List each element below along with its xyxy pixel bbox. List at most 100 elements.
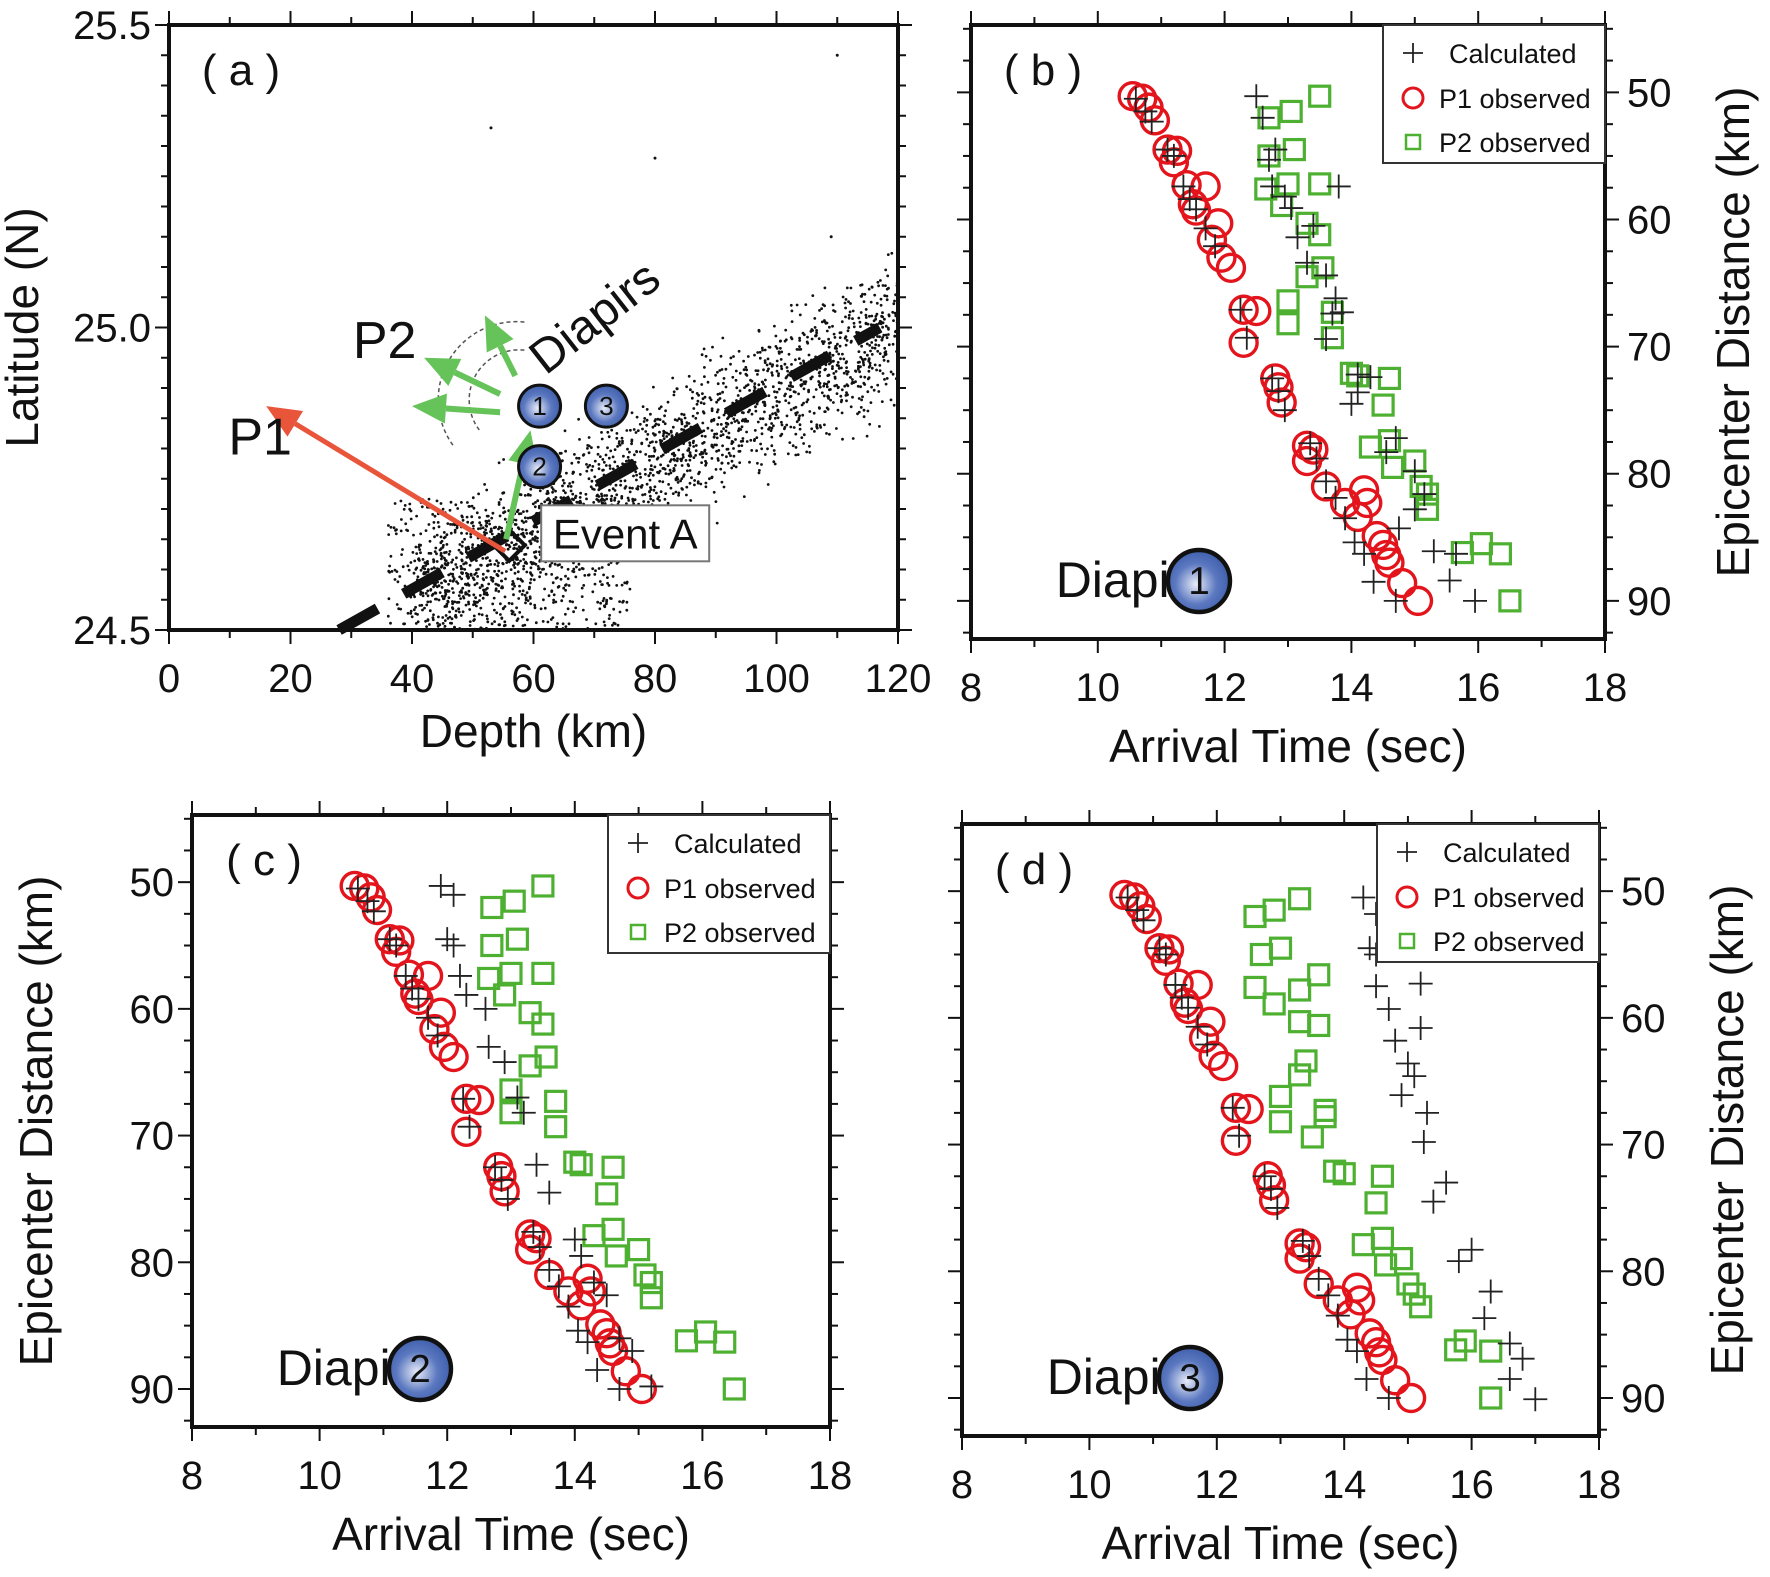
seismicity-dot	[884, 350, 888, 354]
seismicity-dot	[780, 420, 783, 424]
seismicity-dot	[766, 483, 770, 486]
seismicity-dot	[469, 574, 473, 577]
calculated-point	[1345, 380, 1370, 405]
seismicity-dot	[808, 410, 812, 413]
seismicity-dot	[444, 559, 448, 563]
seismicity-dot	[575, 565, 578, 569]
seismicity-dot	[867, 369, 871, 373]
calculated-point	[1279, 196, 1304, 221]
seismicity-dot	[700, 434, 704, 438]
p2-observed-point	[499, 1078, 523, 1102]
calculated-point	[416, 1005, 441, 1030]
seismicity-dot	[478, 594, 482, 597]
seismicity-dot	[745, 440, 749, 443]
calculated-point	[581, 1270, 606, 1295]
seismicity-dot	[394, 529, 397, 532]
seismicity-dot	[416, 620, 420, 624]
seismicity-dot	[773, 462, 777, 466]
seismicity-dot	[534, 556, 538, 560]
seismicity-dot	[864, 313, 868, 317]
seismicity-dot	[775, 364, 779, 368]
seismicity-dot	[412, 533, 415, 537]
seismicity-dot	[775, 347, 779, 350]
seismicity-dot	[528, 595, 532, 599]
seismicity-dot	[522, 521, 526, 524]
seismicity-dot	[440, 539, 444, 543]
seismicity-dot	[722, 377, 726, 380]
p2-observed-point	[639, 1286, 663, 1310]
seismicity-dot	[770, 435, 774, 439]
seismicity-dot	[551, 490, 554, 494]
y-tick-label: 24.5	[73, 609, 151, 653]
p2-observed-point	[1389, 1247, 1414, 1271]
seismicity-dot	[640, 441, 644, 445]
seismicity-dot	[590, 446, 593, 449]
seismicity-dot	[776, 416, 780, 420]
seismicity-dot	[649, 412, 652, 416]
p2-observed-point	[531, 961, 555, 985]
seismicity-dot	[865, 434, 869, 438]
seismicity-dot	[518, 584, 521, 588]
seismicity-dot	[460, 558, 464, 562]
seismicity-dot	[832, 332, 836, 336]
seismicity-dot	[835, 427, 838, 430]
seismicity-dot	[737, 450, 741, 453]
seismicity-dot	[525, 509, 529, 513]
calculated-point	[1374, 440, 1399, 465]
calculated-point	[1402, 459, 1427, 484]
seismicity-dot	[408, 502, 412, 506]
seismicity-dot	[517, 561, 520, 565]
seismicity-dot	[529, 566, 533, 570]
seismicity-dot	[419, 532, 423, 536]
seismicity-dot	[600, 583, 604, 586]
y-tick-label: 70	[1627, 326, 1672, 370]
seismicity-dot	[740, 444, 744, 447]
legend-entry: P2 observed	[1439, 128, 1591, 158]
seismicity-dot	[454, 503, 458, 507]
seismicity-dot	[500, 530, 504, 533]
seismicity-dot	[514, 542, 518, 546]
calculated-point	[585, 1357, 610, 1382]
calculated-point	[1358, 365, 1383, 390]
seismicity-dot	[651, 473, 655, 477]
seismicity-dot	[589, 485, 593, 489]
p2-observed-point	[626, 1238, 651, 1262]
event-a-diamond-icon	[490, 526, 528, 564]
seismicity-dot	[447, 596, 451, 600]
seismicity-dot	[741, 437, 745, 440]
seismicity-dot	[681, 488, 684, 491]
calculated-point	[1344, 1339, 1369, 1364]
seismicity-dot	[815, 423, 819, 427]
seismicity-dot	[523, 553, 526, 556]
diapir-badge-number: 1	[1188, 560, 1210, 603]
seismicity-dot	[638, 472, 642, 476]
p2-observed-point	[1409, 474, 1433, 499]
seismicity-dot	[518, 611, 522, 614]
seismicity-dot	[416, 575, 420, 579]
seismicity-dot	[851, 309, 855, 313]
seismicity-dot	[831, 324, 834, 328]
seismicity-dot	[692, 445, 696, 448]
seismicity-dot	[578, 496, 582, 499]
seismicity-dot	[424, 529, 428, 532]
seismicity-dot	[419, 551, 422, 555]
event-a-label: Event A	[553, 510, 698, 557]
seismicity-dot	[461, 586, 465, 590]
seismicity-dot	[755, 449, 758, 453]
seismicity-dot	[471, 521, 474, 524]
seismicity-dot	[504, 543, 508, 547]
seismicity-dot	[883, 346, 887, 350]
diapir-marker-3-number: 3	[599, 391, 614, 421]
seismicity-dot	[735, 386, 739, 390]
seismicity-dot	[561, 478, 565, 482]
seismicity-dot	[664, 472, 668, 475]
seismicity-dot	[810, 427, 814, 431]
seismicity-dot	[449, 572, 453, 576]
seismicity-dot	[387, 533, 391, 536]
seismicity-dot	[879, 320, 883, 324]
seismicity-dot	[777, 352, 781, 355]
seismicity-dot	[878, 335, 881, 339]
calculated-point	[483, 1155, 508, 1180]
x-tick-label: 12	[1202, 666, 1247, 710]
seismicity-dot	[483, 483, 486, 486]
